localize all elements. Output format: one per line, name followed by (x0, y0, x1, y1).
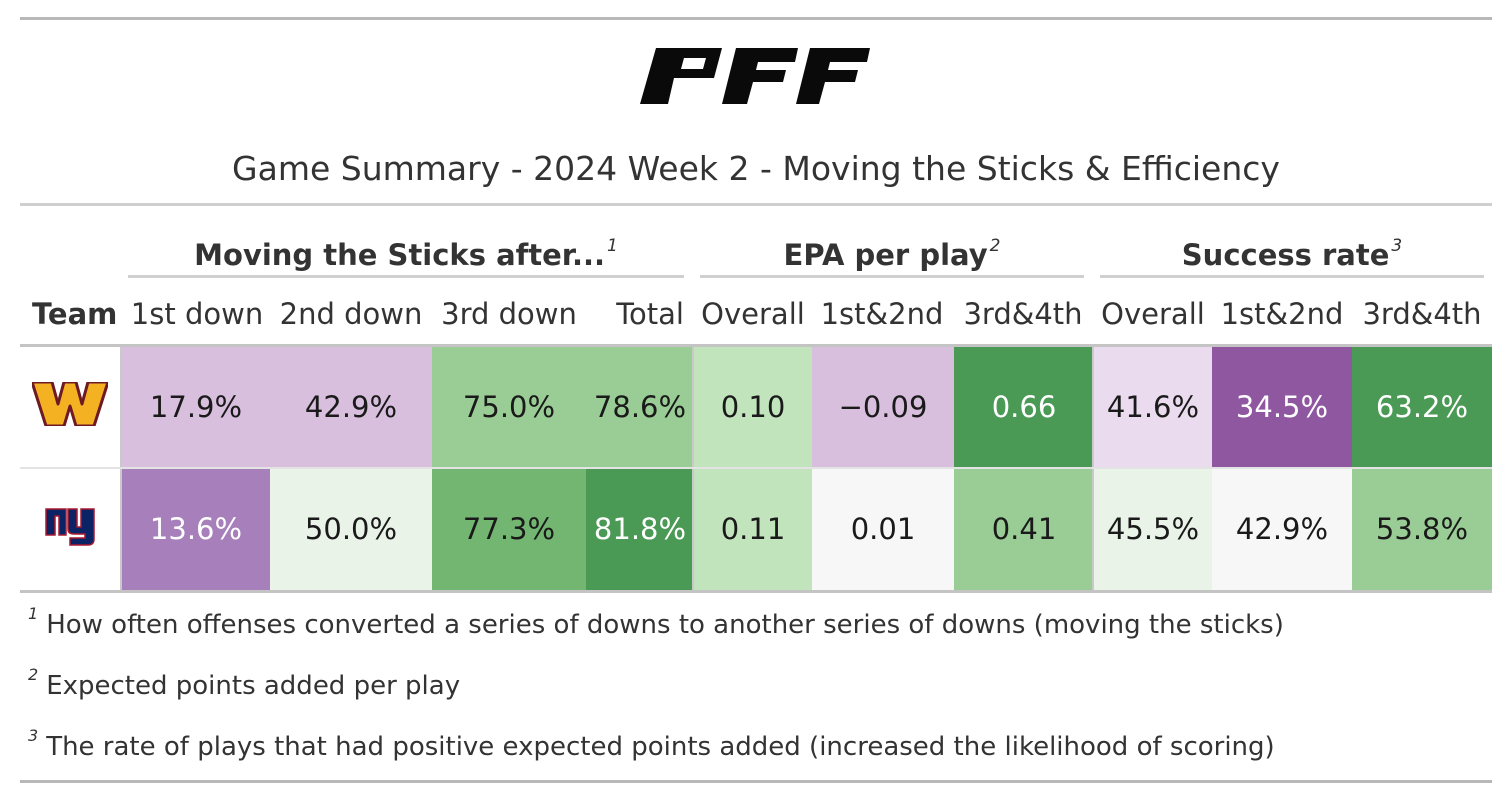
footnote: 2 Expected points added per play (28, 665, 460, 701)
table-cell: 78.6% (586, 347, 694, 467)
spanner-note: 2 (989, 236, 1001, 256)
column-header: 1st down (130, 297, 264, 331)
table-cell: 0.41 (954, 469, 1094, 590)
footnote-text: Expected points added per play (46, 671, 461, 701)
table-cell: 0.01 (812, 469, 954, 590)
table-cell: 45.5% (1094, 469, 1212, 590)
table-cell: 0.66 (954, 347, 1094, 467)
footnote: 1 How often offenses converted a series o… (28, 604, 1284, 640)
table-title: Game Summary - 2024 Week 2 - Moving the … (232, 149, 1280, 188)
column-header: Overall (701, 297, 805, 331)
spanner-label: Success rate (1181, 238, 1390, 272)
table-cell: 42.9% (1212, 469, 1352, 590)
spanner-label: Moving the Sticks after... (194, 238, 606, 272)
spanner-success-rate: Success rate 3 (1100, 222, 1484, 272)
table-cell: 53.8% (1352, 469, 1492, 590)
table-cell: 17.9% (122, 347, 270, 467)
spanner-epa: EPA per play 2 (700, 222, 1084, 272)
table-cell: 81.8% (586, 469, 694, 590)
footnote-text: How often offenses converted a series of… (46, 610, 1284, 640)
footnote-mark: 1 (28, 604, 39, 623)
table-cell: 34.5% (1212, 347, 1352, 467)
table-cell: 77.3% (432, 469, 586, 590)
body-rule (20, 590, 1492, 593)
table-cell: 50.0% (270, 469, 432, 590)
column-header: 1st&2nd (820, 297, 944, 331)
column-header: 1st&2nd (1220, 297, 1344, 331)
spanner-note: 1 (607, 236, 618, 256)
spanner-moving-sticks: Moving the Sticks after... 1 (128, 222, 684, 272)
table-cell: 75.0% (432, 347, 586, 467)
footnote: 3 The rate of plays that had positive exp… (28, 726, 1275, 762)
title-rule (20, 203, 1492, 206)
column-header: 3rd&4th (963, 297, 1083, 331)
table-cell: 0.10 (694, 347, 812, 467)
table-cell: 13.6% (122, 469, 270, 590)
spanner-label: EPA per play (783, 238, 988, 272)
footnote-mark: 3 (28, 726, 39, 745)
spanner-line (1100, 275, 1484, 278)
table-cell: 63.2% (1352, 347, 1492, 467)
footnote-text: The rate of plays that had positive expe… (46, 732, 1275, 762)
bottom-rule (20, 780, 1492, 783)
spanner-line (700, 275, 1084, 278)
column-header: 3rd down (441, 297, 577, 331)
washington-commanders-logo (32, 382, 108, 426)
spanner-note: 3 (1391, 236, 1403, 256)
column-header-team: Team (32, 297, 118, 331)
pff-logo (640, 48, 870, 104)
column-header: 3rd&4th (1362, 297, 1482, 331)
column-header: 2nd down (279, 297, 423, 331)
spanner-line (128, 275, 684, 278)
table-cell: −0.09 (812, 347, 954, 467)
header-rule (20, 344, 1492, 347)
table-cell: 42.9% (270, 347, 432, 467)
column-header: Overall (1101, 297, 1205, 331)
top-rule (20, 17, 1492, 20)
column-header: Total (616, 297, 684, 331)
new-york-giants-logo (45, 508, 95, 546)
table-cell: 41.6% (1094, 347, 1212, 467)
footnote-mark: 2 (28, 665, 39, 684)
table-cell: 0.11 (694, 469, 812, 590)
row-divider (20, 467, 1492, 469)
